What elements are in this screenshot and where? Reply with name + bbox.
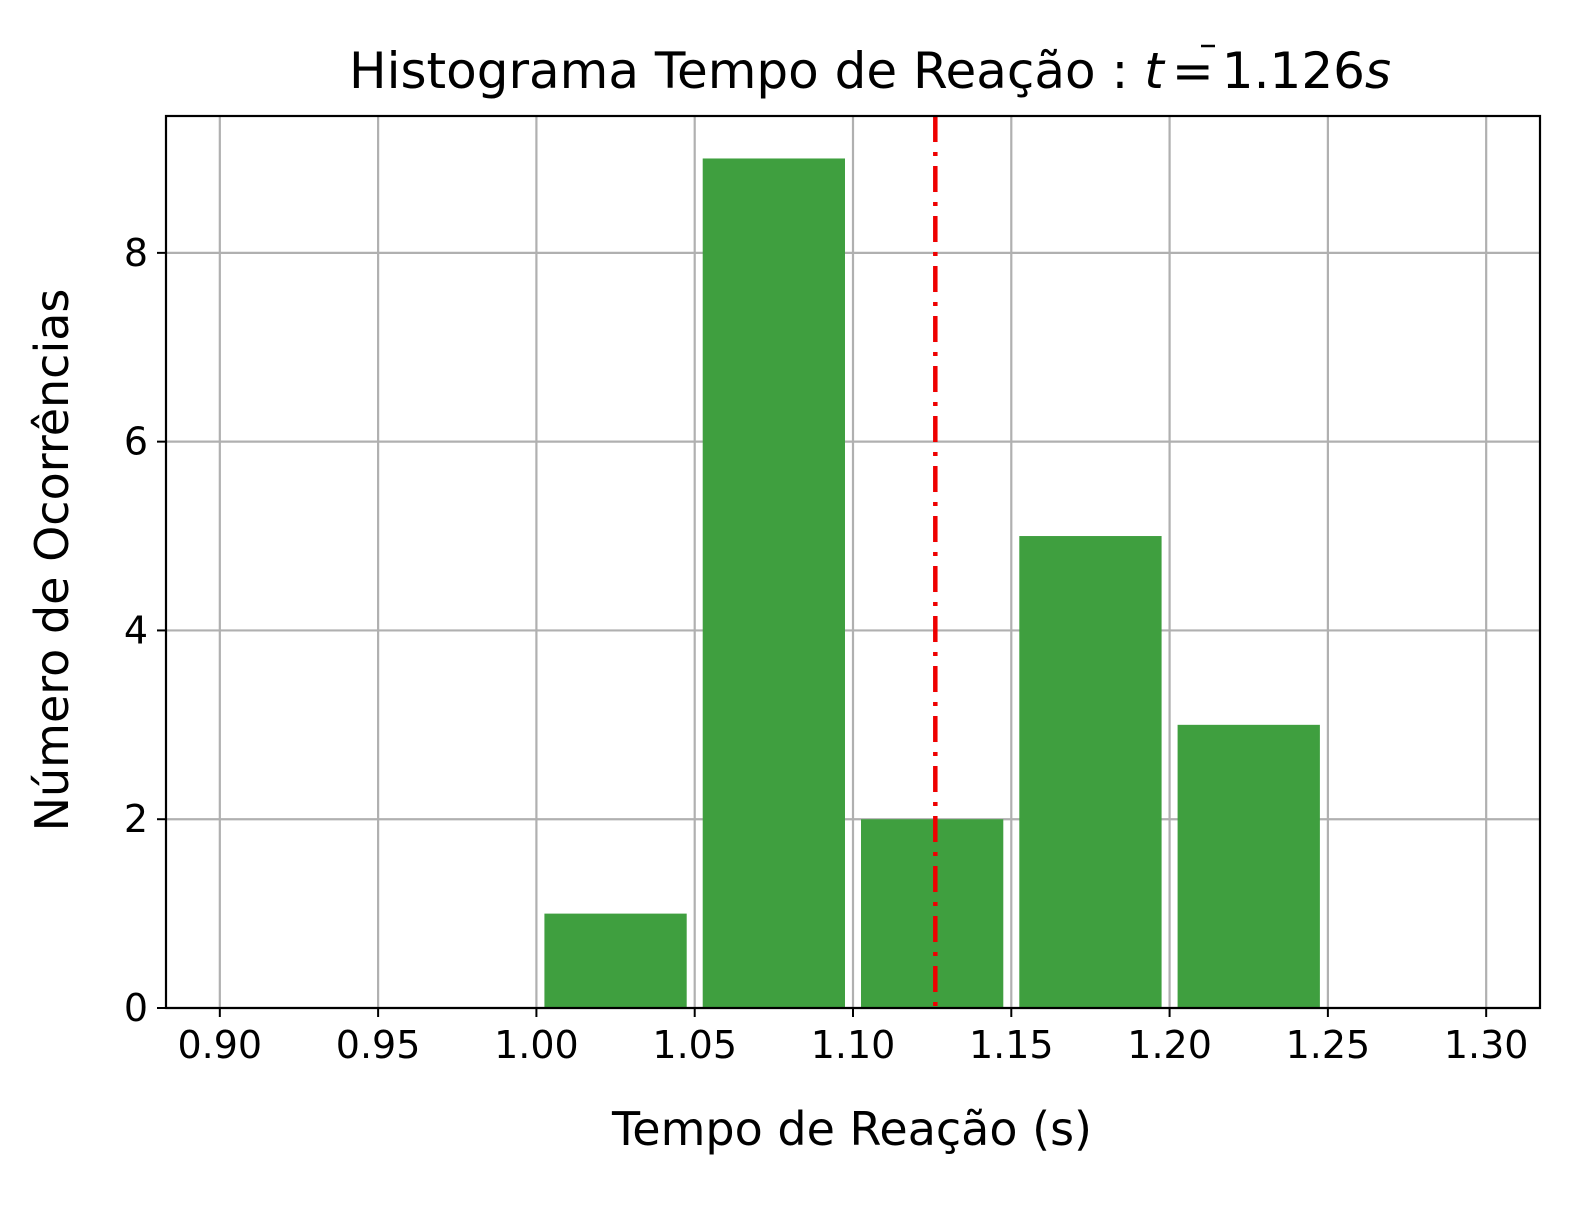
x-tick-label: 1.15 [969, 1023, 1054, 1067]
histogram-bar [544, 913, 687, 1008]
y-tick-label: 8 [124, 231, 148, 275]
chart-title-unit: s [1365, 42, 1391, 100]
x-axis-title: Tempo de Reação (s) [611, 1102, 1092, 1156]
y-tick-label: 4 [124, 608, 148, 652]
chart-title-equals: = [1172, 42, 1214, 100]
x-tick-label: 1.00 [494, 1023, 579, 1067]
x-axis-ticks: 0.90 0.95 1.00 1.05 1.10 1.15 1.20 1.25 1.30 [178, 1008, 1529, 1067]
chart-title-mean-symbol: t [1144, 42, 1166, 100]
chart-title-prefix: Histograma Tempo de Reação : [349, 42, 1144, 100]
chart-title-mean-value: 1.126 [1222, 42, 1365, 100]
grid-lines [166, 116, 1540, 1010]
y-tick-label: 6 [124, 420, 148, 464]
chart-title: Histograma Tempo de Reação : t = 1.126s [349, 42, 1391, 100]
histogram-bar [861, 819, 1004, 1008]
y-tick-label: 0 [124, 986, 148, 1030]
histogram-bar [702, 158, 845, 1008]
histogram-bar [1177, 724, 1320, 1008]
x-tick-label: 1.25 [1286, 1023, 1371, 1067]
x-tick-label: 0.90 [178, 1023, 263, 1067]
histogram-bar [1019, 536, 1162, 1008]
x-tick-label: 1.05 [652, 1023, 737, 1067]
x-tick-label: 0.95 [336, 1023, 421, 1067]
x-tick-label: 1.20 [1127, 1023, 1212, 1067]
x-tick-label: 1.30 [1444, 1023, 1529, 1067]
y-axis-title: Número de Ocorrências [25, 289, 79, 832]
y-axis-ticks: 0 2 4 6 8 [124, 231, 166, 1030]
x-tick-label: 1.10 [811, 1023, 896, 1067]
histogram-bars [544, 158, 1320, 1008]
y-tick-label: 2 [124, 797, 148, 841]
